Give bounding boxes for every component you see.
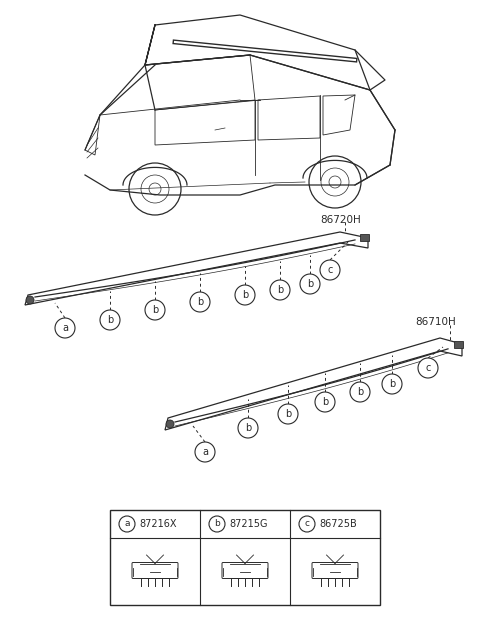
Circle shape bbox=[145, 300, 165, 320]
Text: b: b bbox=[389, 379, 395, 389]
Text: 86720H: 86720H bbox=[320, 215, 361, 225]
Circle shape bbox=[195, 442, 215, 462]
Circle shape bbox=[315, 392, 335, 412]
Text: 86710H: 86710H bbox=[415, 317, 456, 327]
Polygon shape bbox=[165, 338, 462, 430]
Text: a: a bbox=[202, 447, 208, 457]
Circle shape bbox=[382, 374, 402, 394]
Text: a: a bbox=[124, 520, 130, 528]
Bar bbox=[454, 341, 463, 348]
Circle shape bbox=[235, 285, 255, 305]
Circle shape bbox=[238, 418, 258, 438]
Text: b: b bbox=[245, 423, 251, 433]
Bar bbox=[360, 234, 369, 241]
Circle shape bbox=[55, 318, 75, 338]
Text: b: b bbox=[357, 387, 363, 397]
Circle shape bbox=[350, 382, 370, 402]
Circle shape bbox=[166, 420, 174, 428]
Circle shape bbox=[320, 260, 340, 280]
Text: b: b bbox=[322, 397, 328, 407]
Text: b: b bbox=[107, 315, 113, 325]
Text: 87216X: 87216X bbox=[139, 519, 177, 529]
Circle shape bbox=[190, 292, 210, 312]
Text: b: b bbox=[307, 279, 313, 289]
Text: c: c bbox=[425, 363, 431, 373]
Text: c: c bbox=[304, 520, 310, 528]
Text: b: b bbox=[285, 409, 291, 419]
Circle shape bbox=[119, 516, 135, 532]
Text: 87215G: 87215G bbox=[229, 519, 267, 529]
Polygon shape bbox=[25, 232, 368, 305]
Text: b: b bbox=[214, 520, 220, 528]
Text: 86725B: 86725B bbox=[319, 519, 357, 529]
Text: a: a bbox=[62, 323, 68, 333]
Circle shape bbox=[270, 280, 290, 300]
Circle shape bbox=[100, 310, 120, 330]
Circle shape bbox=[278, 404, 298, 424]
Text: b: b bbox=[277, 285, 283, 295]
Circle shape bbox=[209, 516, 225, 532]
Text: b: b bbox=[197, 297, 203, 307]
Text: b: b bbox=[242, 290, 248, 300]
Circle shape bbox=[299, 516, 315, 532]
Circle shape bbox=[26, 296, 34, 304]
Circle shape bbox=[300, 274, 320, 294]
Text: b: b bbox=[152, 305, 158, 315]
Text: c: c bbox=[327, 265, 333, 275]
Circle shape bbox=[418, 358, 438, 378]
